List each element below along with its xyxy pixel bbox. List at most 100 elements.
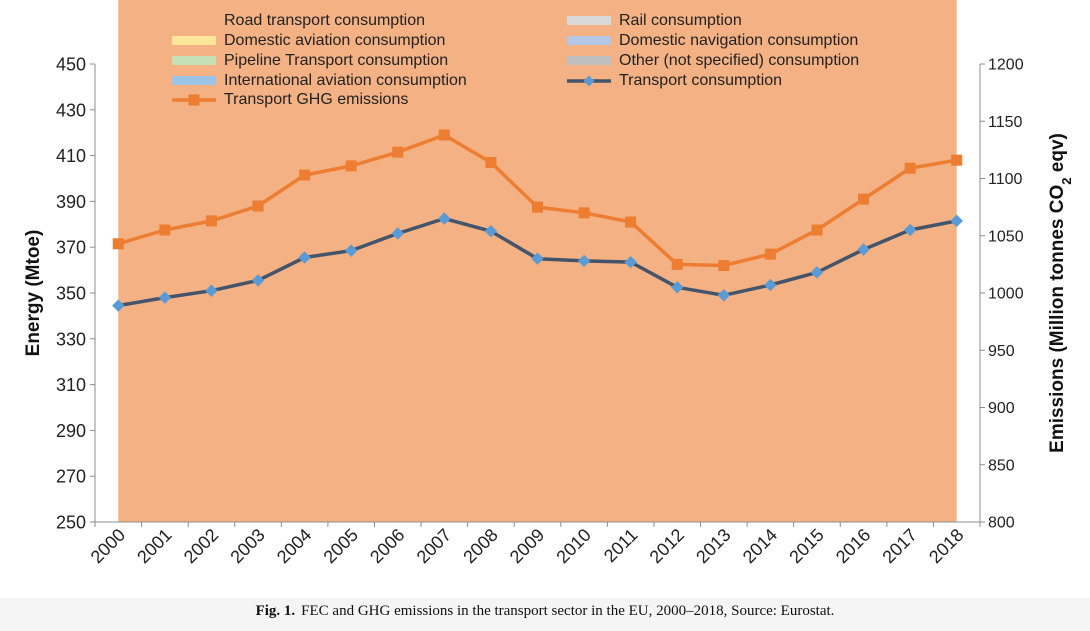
legend-item: Transport GHG emissions — [172, 90, 408, 109]
line-series-1-marker — [252, 200, 264, 212]
line-series-0-marker — [671, 281, 684, 294]
y-left-tick-label: 310 — [56, 375, 86, 395]
legend-item: Rail consumption — [567, 11, 742, 30]
x-tick-label: 2014 — [739, 525, 781, 567]
legend-label: Road transport consumption — [224, 11, 425, 29]
line-series-0-marker — [298, 251, 311, 264]
line-series-1-marker — [345, 160, 357, 172]
y-right-tick-label: 1200 — [988, 57, 1024, 74]
legend-label: Pipeline Transport consumption — [224, 51, 449, 69]
legend-label: Domestic navigation consumption — [619, 31, 859, 49]
y-left-tick-label: 410 — [56, 146, 86, 166]
legend-item: Road transport consumption — [172, 11, 425, 30]
x-tick-label: 2017 — [879, 525, 921, 567]
y-right-tick-label: 1100 — [988, 171, 1023, 188]
legend-label: Other (not specified) consumption — [619, 51, 860, 69]
legend-swatch — [567, 75, 611, 86]
x-tick-label: 2001 — [133, 525, 175, 567]
line-series-1-marker — [811, 224, 823, 236]
x-tick-label: 2007 — [413, 525, 455, 567]
y-axis-left-title: Energy (Mtoe) — [23, 230, 44, 357]
figure-caption: Fig. 1. FEC and GHG emissions in the tran… — [0, 603, 1090, 620]
line-series-1-marker — [625, 216, 637, 228]
legend-item: Other (not specified) consumption — [567, 51, 859, 70]
y-right-tick-label: 1050 — [988, 228, 1024, 245]
legend-swatch — [172, 36, 216, 45]
line-series-1-marker — [392, 146, 404, 158]
line-series-0-marker — [112, 299, 125, 312]
y-right-tick-label: 1150 — [988, 114, 1023, 131]
line-series-0-marker — [484, 224, 498, 238]
line-series-1-marker — [718, 260, 730, 272]
x-tick-label: 2008 — [459, 525, 501, 567]
x-tick-label: 2016 — [832, 525, 874, 567]
legend-item: International aviation consumption — [172, 71, 467, 90]
line-series-0-marker — [205, 284, 218, 297]
legend-swatch — [172, 56, 216, 65]
y-left-tick-label: 430 — [56, 100, 86, 120]
legend-label: Transport consumption — [619, 71, 783, 89]
line-series-0-marker — [158, 291, 172, 304]
line-series-1-marker — [764, 248, 776, 260]
line-series-1-marker — [858, 193, 870, 205]
line-series-1-marker — [112, 238, 124, 250]
x-tick-label: 2018 — [925, 525, 967, 567]
line-series-0-marker — [531, 252, 544, 265]
y-right-tick-label: 950 — [988, 343, 1015, 360]
y-right-tick-label: 900 — [988, 400, 1015, 417]
y-left-tick-label: 250 — [56, 513, 86, 533]
y-left-tick-label: 370 — [56, 238, 86, 258]
caption-background — [0, 598, 1090, 631]
line-series-1-marker — [671, 258, 683, 270]
legend-swatch — [172, 16, 216, 25]
legend-item: Domestic navigation consumption — [567, 31, 858, 50]
legend-label: International aviation consumption — [224, 71, 467, 89]
x-tick-label: 2010 — [552, 525, 594, 567]
line-series-0-marker — [717, 289, 731, 302]
legend-label: Transport GHG emissions — [224, 90, 409, 108]
x-tick-label: 2000 — [87, 525, 129, 567]
y-left-tick-label: 450 — [56, 55, 86, 75]
legend-item: Domestic aviation consumption — [172, 31, 445, 50]
line-series-1-marker — [159, 224, 171, 236]
y-left-tick-label: 350 — [56, 284, 86, 304]
line-series-0-marker — [857, 243, 870, 256]
x-tick-label: 2011 — [600, 525, 642, 567]
y-axis-right-title: Emissions (Million tonnes CO2 eqv) — [1047, 133, 1074, 453]
line-series-1-marker — [485, 156, 497, 168]
x-tick-label: 2004 — [273, 525, 315, 567]
line-series-1-marker — [532, 201, 543, 213]
y-right-tick-label: 1000 — [988, 286, 1024, 303]
line-series-0-marker — [624, 255, 637, 269]
x-tick-label: 2006 — [366, 525, 408, 567]
line-series-1-marker — [951, 154, 963, 166]
legend-swatch — [172, 94, 216, 105]
legend-swatch — [567, 36, 611, 45]
y-right-tick-label: 800 — [988, 515, 1015, 532]
line-series-0-marker — [438, 212, 451, 225]
x-tick-label: 2003 — [226, 525, 268, 567]
y-left-tick-label: 270 — [56, 467, 86, 487]
y-left-tick-label: 330 — [56, 329, 86, 349]
line-series-0-marker — [764, 278, 777, 292]
chart: 250 270 290 310 330 350 370 390 410 430 450 800 850 9… — [23, 0, 1074, 567]
legend-label: Rail consumption — [619, 11, 742, 29]
line-series-1-marker — [299, 169, 311, 181]
line-series-0-marker — [577, 254, 591, 268]
legend-label: Domestic aviation consumption — [224, 31, 446, 49]
y-left-tick-label: 390 — [56, 192, 86, 212]
line-series-0-marker — [251, 274, 265, 287]
legend-swatch — [172, 76, 216, 85]
line-series-0-marker — [344, 244, 358, 257]
y-right-tick-label: 850 — [988, 457, 1015, 474]
line-series-0-marker — [903, 223, 917, 237]
line-series-0-marker — [391, 227, 404, 240]
line-series-1-marker — [904, 162, 916, 174]
line-series-0-marker — [950, 214, 963, 228]
line-series-1-marker — [205, 215, 217, 227]
line-series-1-marker — [438, 129, 450, 141]
x-tick-label: 2012 — [646, 525, 688, 567]
legend-item: Pipeline Transport consumption — [172, 51, 448, 70]
x-tick-label: 2013 — [692, 525, 734, 567]
figure-label: Fig. 1. — [255, 603, 296, 619]
